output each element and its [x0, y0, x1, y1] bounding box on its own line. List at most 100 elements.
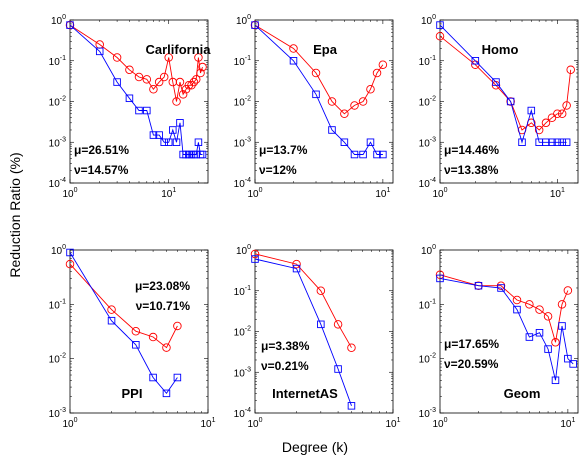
y-tick-label: 100	[421, 14, 436, 27]
y-tick-label: 10-3	[49, 136, 66, 149]
red-circle-series-point	[557, 109, 567, 119]
blue-square-series-point	[173, 373, 182, 382]
blue-square-series-point	[548, 138, 556, 146]
blue-square-series-point	[149, 373, 157, 382]
panel-title: Homo	[482, 42, 519, 57]
red-circle-series-point	[107, 305, 116, 314]
blue-square-series-point	[513, 305, 521, 314]
x-tick-label: 101	[200, 417, 215, 430]
red-circle-series-point	[154, 77, 164, 87]
stat-nu: ν=0.21%	[261, 359, 309, 373]
red-circle-series-point	[250, 249, 260, 259]
stat-mu: μ=14.46%	[444, 143, 499, 157]
red-circle-series-point	[196, 68, 205, 78]
blue-square-series-point	[292, 264, 301, 273]
x-tick-label: 101	[385, 417, 400, 430]
blue-square-series-point	[497, 284, 505, 292]
red-circle-series-point	[142, 75, 152, 84]
blue-square-series-point	[350, 150, 359, 159]
y-tick-label: 10-4	[419, 177, 436, 190]
y-tick-label: 10-1	[49, 55, 66, 68]
blue-square-series-point	[164, 138, 173, 146]
red-circle-series-point	[194, 53, 203, 62]
red-circle-series-point	[333, 320, 343, 329]
red-circle-series-point	[557, 300, 567, 309]
red-circle-series-point	[191, 75, 201, 84]
blue-square-series-point	[135, 106, 143, 115]
red-circle-series-point	[534, 125, 544, 135]
red-circle-series-point	[512, 295, 522, 305]
blue-square-series-point	[569, 360, 577, 368]
blue-square-series-point	[149, 131, 158, 139]
red-circle-series-point	[125, 65, 134, 75]
red-circle-series-point	[175, 77, 185, 87]
x-tick-label: 100	[247, 417, 262, 430]
red-circle-series-line	[254, 253, 352, 348]
y-tick-label: 10-3	[234, 136, 251, 149]
blue-square-series-point	[518, 138, 526, 146]
y-tick-label: 100	[236, 244, 251, 257]
stat-mu: μ=26.51%	[74, 143, 129, 157]
red-circle-series-point	[358, 97, 368, 106]
figure-ylabel: Reduction Ratio (%)	[7, 152, 23, 277]
blue-square-series-point	[379, 150, 387, 159]
figure-xlabel: Degree (k)	[282, 439, 348, 455]
red-circle-series-point	[173, 321, 182, 331]
blue-square-series-line	[439, 277, 574, 381]
y-tick-label: 10-1	[49, 298, 66, 311]
blue-square-series-line	[69, 252, 178, 395]
red-circle-series-point	[506, 97, 515, 106]
blue-square-series-point	[551, 376, 560, 385]
blue-square-series-point	[471, 57, 480, 65]
y-tick-label: 10-3	[419, 407, 436, 420]
y-tick-label: 100	[236, 14, 251, 27]
stat-mu: μ=13.7%	[259, 143, 308, 157]
panel-homo: 10-4 10-3 10-2 10-1 100 100 101 Homo μ=14.46% ν=1…	[419, 14, 579, 200]
y-tick-label: 10-3	[49, 407, 66, 420]
y-tick-label: 100	[51, 244, 66, 257]
stat-mu: μ=23.08%	[135, 279, 190, 293]
blue-square-series-point	[359, 150, 367, 159]
red-circle-series-point	[316, 286, 326, 296]
blue-square-series-point	[176, 119, 184, 127]
blue-square-series-line	[254, 24, 383, 155]
blue-square-series-point	[553, 138, 562, 146]
red-circle-series-point	[311, 68, 321, 78]
red-circle-series-line	[69, 24, 203, 102]
red-circle-series-point	[292, 259, 301, 269]
panel-geom: 10-3 10-2 10-1 100 100 101 Geom μ=17.65% ν=20.59…	[419, 244, 579, 430]
blue-square-series-point	[436, 274, 444, 283]
blue-square-series-point	[562, 138, 571, 146]
red-circle-series-point	[327, 97, 337, 106]
stat-mu: μ=17.65%	[444, 337, 499, 351]
red-circle-series-point	[553, 109, 562, 119]
x-tick-label: 101	[161, 187, 176, 200]
red-circle-series-line	[254, 24, 384, 115]
blue-square-series-point	[544, 345, 552, 353]
blue-square-series-point	[558, 322, 566, 330]
y-tick-label: 10-1	[234, 55, 251, 68]
y-tick-label: 10-4	[234, 407, 251, 420]
blue-square-series-point	[527, 106, 536, 115]
blue-square-series-point	[347, 402, 356, 410]
blue-square-series-point	[132, 341, 140, 349]
red-circle-series-point	[164, 53, 173, 62]
red-circle-series-point	[562, 101, 571, 110]
panel-title: InternetAS	[272, 386, 338, 401]
panel-ppi: 10-3 10-2 10-1 100 100 101 PPI μ=23.08% ν=10.71%	[49, 244, 216, 430]
blue-square-series-point	[66, 248, 74, 257]
y-tick-label: 10-4	[49, 177, 66, 190]
blue-square-series-point	[289, 57, 298, 65]
red-circle-series-point	[112, 53, 122, 62]
x-tick-label: 100	[62, 187, 77, 200]
red-circle-series-point	[525, 300, 534, 309]
x-tick-label: 100	[432, 187, 447, 200]
red-circle-series-point	[378, 60, 388, 69]
y-tick-label: 10-2	[234, 96, 251, 109]
blue-square-series-point	[558, 138, 566, 146]
red-circle-series-point	[535, 305, 544, 314]
blue-square-series-point	[172, 138, 181, 146]
panel-title: Geom	[504, 386, 541, 401]
y-tick-label: 10-1	[419, 298, 436, 311]
